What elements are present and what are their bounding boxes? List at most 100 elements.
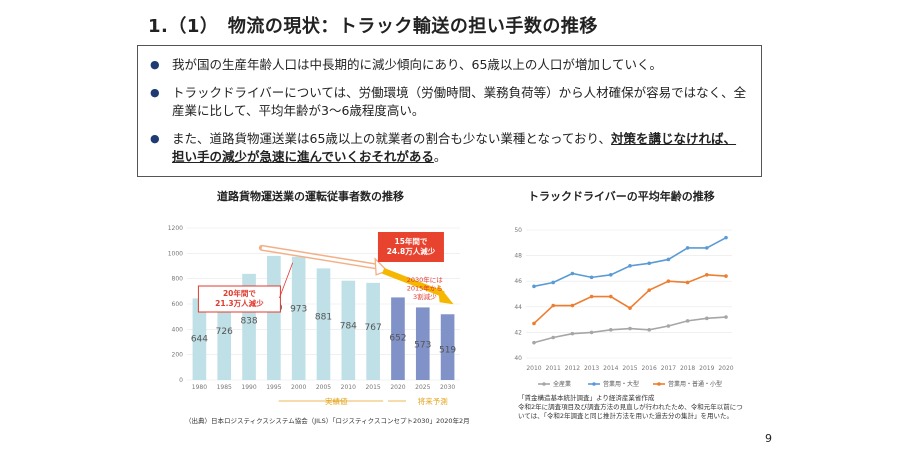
x-tick-label: 2013 bbox=[584, 365, 599, 372]
bar bbox=[316, 268, 331, 380]
y-tick-label: 46 bbox=[514, 278, 522, 285]
callout-pointer-left bbox=[279, 262, 294, 299]
x-tick-label: 2030 bbox=[440, 384, 455, 391]
x-tick-label: 2010 bbox=[526, 365, 541, 372]
source-note: 令和2年に調査項目及び調査方法の見直しが行われたため、令和元年以前につ bbox=[518, 402, 743, 411]
y-tick-label: 400 bbox=[172, 326, 184, 333]
callout-box-right bbox=[377, 232, 444, 262]
bar-value-label: 881 bbox=[315, 313, 332, 323]
series-point bbox=[724, 315, 728, 319]
y-tick-label: 0 bbox=[179, 377, 183, 384]
legend-marker bbox=[592, 382, 596, 386]
x-tick-label: 2015 bbox=[365, 384, 380, 391]
y-tick-label: 600 bbox=[172, 301, 184, 308]
bullet-text-emphasis: 対策を講じなければ、担い手の減少が急速に進んでいくおそれがある bbox=[172, 131, 737, 164]
series-point bbox=[551, 335, 555, 340]
callout-box-left bbox=[197, 285, 281, 313]
series-point bbox=[532, 321, 536, 326]
y-tick-label: 40 bbox=[514, 355, 522, 362]
series-point bbox=[609, 273, 613, 277]
series-point bbox=[628, 264, 632, 268]
y-tick-label: 800 bbox=[172, 276, 184, 283]
bar-value-label: 573 bbox=[414, 341, 431, 351]
bar-value-label: 726 bbox=[216, 327, 233, 337]
y-tick-label: 200 bbox=[172, 352, 184, 359]
x-tick-label: 2016 bbox=[642, 365, 657, 372]
y-tick-label: 48 bbox=[514, 253, 522, 260]
series-point bbox=[685, 246, 690, 250]
callout-text-left: 20年間で 21.3万人減少 bbox=[215, 288, 264, 308]
series-point bbox=[570, 331, 575, 336]
x-tick-label: 2025 bbox=[415, 384, 430, 391]
trend-arrow-forecast bbox=[382, 268, 445, 298]
bar bbox=[440, 314, 455, 380]
legend-label: 営業用・普通・小型 bbox=[668, 380, 722, 388]
y-tick-label: 42 bbox=[514, 329, 522, 336]
y-tick-label: 50 bbox=[514, 227, 522, 234]
x-tick-label: 2000 bbox=[291, 384, 306, 391]
bar-value-label: 784 bbox=[340, 321, 357, 331]
series-point bbox=[589, 294, 594, 299]
bullet-text: トラックドライバーについては、労働環境（労働時間、業務負荷等）から人材確保が容易… bbox=[172, 85, 747, 118]
x-tick-label: 2020 bbox=[718, 365, 733, 372]
y-tick-label: 1200 bbox=[168, 225, 183, 232]
series-point bbox=[628, 326, 632, 331]
x-tick-label: 1985 bbox=[217, 384, 232, 391]
series-point bbox=[685, 280, 690, 285]
series-point bbox=[705, 246, 709, 250]
bullet-dot-icon: ● bbox=[150, 58, 160, 71]
period-label-forecast: 将来予測 bbox=[418, 396, 448, 406]
series-line bbox=[533, 273, 727, 325]
bullet-text: 我が国の生産年齢人口は中長期的に減少傾向にあり、65歳以上の人口が増加していく。 bbox=[172, 57, 663, 72]
legend-marker bbox=[542, 382, 546, 386]
page-number: 9 bbox=[765, 432, 772, 445]
series-point bbox=[666, 257, 671, 262]
bar bbox=[192, 298, 207, 380]
series-point bbox=[609, 294, 613, 299]
legend-marker bbox=[657, 382, 661, 386]
bar-value-label: 838 bbox=[240, 317, 257, 327]
series-point bbox=[705, 316, 709, 321]
bullet-text: また、道路貨物運送業は65歳以上の就業者の割合も少ない業種となっており、対策を講… bbox=[172, 130, 747, 166]
bar-value-label: 767 bbox=[365, 323, 382, 333]
series-point bbox=[570, 303, 575, 308]
series-point bbox=[666, 324, 671, 328]
right-line-chart: 40 42 44 46 48 50 2010 2011 2012 2013 2014 2015 2016… bbox=[514, 227, 743, 420]
bullet-dot-icon: ● bbox=[150, 86, 160, 99]
series-point bbox=[551, 280, 555, 285]
x-tick-label: 2017 bbox=[661, 365, 676, 372]
legend-label: 営業用・大型 bbox=[603, 380, 639, 388]
left-chart-title: 道路貨物運送業の運転従事者数の推移 bbox=[217, 190, 404, 203]
x-tick-label: 2012 bbox=[565, 365, 580, 372]
trend-arrow-actual-inner bbox=[261, 246, 380, 269]
series-point bbox=[647, 328, 651, 332]
bar-value-label: 973 bbox=[290, 304, 307, 314]
series-point bbox=[570, 271, 575, 276]
series-point bbox=[724, 235, 728, 240]
x-tick-label: 2010 bbox=[341, 384, 356, 391]
series-point bbox=[724, 274, 728, 278]
bullet-text-end: 。 bbox=[433, 149, 447, 164]
series-point bbox=[647, 288, 651, 292]
bar-value-label: 652 bbox=[389, 334, 406, 344]
x-tick-label: 2005 bbox=[316, 384, 331, 391]
y-tick-label: 1000 bbox=[168, 250, 183, 257]
series-point bbox=[551, 303, 555, 308]
bar bbox=[391, 297, 405, 380]
series-point bbox=[589, 275, 594, 280]
series-point bbox=[666, 279, 671, 283]
x-tick-label: 1990 bbox=[241, 384, 256, 391]
trend-arrow-forecast-head bbox=[437, 284, 454, 305]
left-bar-chart: 0 200 400 600 800 1000 1200 644 1980 726 1985 838 19… bbox=[168, 225, 470, 425]
x-tick-label: 2011 bbox=[546, 365, 561, 372]
x-tick-label: 2018 bbox=[680, 365, 695, 372]
bar-value-label: 519 bbox=[439, 346, 456, 356]
summary-box: ● 我が国の生産年齢人口は中長期的に減少傾向にあり、65歳以上の人口が増加してい… bbox=[137, 45, 762, 177]
series-point bbox=[685, 319, 690, 323]
legend-label: 全産業 bbox=[553, 380, 571, 388]
bar bbox=[415, 307, 430, 380]
callout-note: 2030年には 2015年から 3割減少 bbox=[407, 275, 444, 301]
callout-text-right: 15年間で 24.8万人減少 bbox=[387, 236, 436, 256]
series-point bbox=[532, 284, 536, 289]
series-point bbox=[589, 330, 594, 335]
